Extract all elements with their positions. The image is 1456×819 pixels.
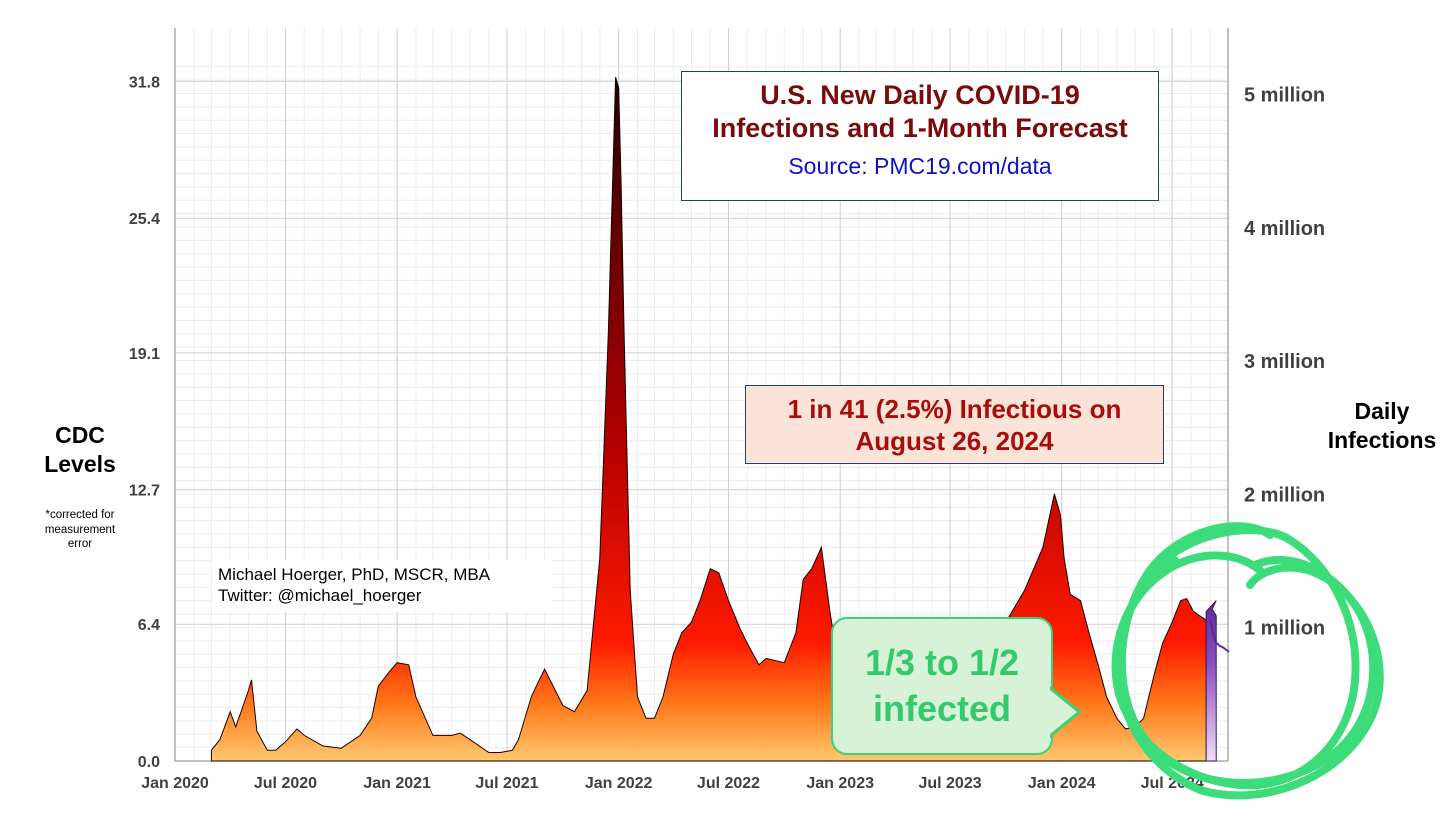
y-left-label-line1: CDC xyxy=(55,422,105,448)
author-credit: Michael Hoerger, PhD, MSCR, MBA Twitter:… xyxy=(218,564,490,606)
x-tick-label: Jan 2021 xyxy=(363,775,431,792)
y-left-footnote: *corrected for measurement error xyxy=(30,508,130,552)
forecast-line xyxy=(1209,619,1230,653)
x-tick-label: Jul 2021 xyxy=(475,775,538,792)
x-tick-label: Jan 2024 xyxy=(1028,775,1096,792)
y-left-tick-label: 25.4 xyxy=(129,211,160,228)
y-left-tick-label: 6.4 xyxy=(138,617,160,634)
author-twitter: Twitter: @michael_hoerger xyxy=(218,586,422,605)
y-right-label-line2: Infections xyxy=(1327,427,1437,453)
footnote-line3: error xyxy=(67,538,93,550)
infections-area xyxy=(210,77,1207,762)
y-right-tick-label: 3 million xyxy=(1244,351,1325,373)
green-annotation-circle xyxy=(1117,522,1378,787)
y-right-tick-label: 5 million xyxy=(1244,85,1325,107)
x-tick-label: Jul 2023 xyxy=(918,775,981,792)
y-left-axis-label: CDC Levels xyxy=(30,421,130,479)
callout-line1: 1/3 to 1/2 xyxy=(864,642,1020,683)
grid xyxy=(174,28,1229,762)
chart-source: Source: PMC19.com/data xyxy=(788,153,1052,179)
y-left-tick-label: 12.7 xyxy=(129,483,160,500)
x-tick-label: Jan 2020 xyxy=(141,775,209,792)
series xyxy=(210,77,1230,762)
footnote-line1: *corrected for xyxy=(45,509,115,521)
infectious-line2: August 26, 2024 xyxy=(855,426,1054,456)
footnote-line2: measurement xyxy=(44,523,116,536)
x-tick-label: Jul 2020 xyxy=(254,775,317,792)
y-left-tick-label: 31.8 xyxy=(129,74,160,91)
x-tick-label: Jan 2023 xyxy=(806,775,874,792)
y-left-label-line2: Levels xyxy=(44,451,116,477)
y-right-tick-label: 4 million xyxy=(1244,218,1325,240)
y-left-tick-label: 0.0 xyxy=(138,754,160,771)
author-name: Michael Hoerger, PhD, MSCR, MBA xyxy=(218,565,491,584)
y-right-label-line1: Daily xyxy=(1354,398,1410,424)
callout-line2: infected xyxy=(872,688,1012,729)
x-tick-label: Jan 2022 xyxy=(585,775,653,792)
y-left-tick-label: 19.1 xyxy=(129,346,160,363)
annotations xyxy=(212,522,1384,800)
infected-callout: 1/3 to 1/2 infected xyxy=(831,617,1053,755)
tick-labels: 0.0 6.4 12.7 19.1 25.4 31.8 1 million 2 million… xyxy=(129,74,1325,792)
forecast-area xyxy=(1205,600,1217,762)
callout-pointer-fill xyxy=(1050,690,1077,734)
green-annotation-circle xyxy=(1111,526,1360,790)
y-right-axis-label: Daily Infections xyxy=(1318,397,1446,455)
x-tick-label: Jul 2022 xyxy=(697,775,760,792)
chart-title-line2: Infections and 1-Month Forecast xyxy=(712,113,1128,143)
infectious-rate-box: 1 in 41 (2.5%) Infectious on August 26, … xyxy=(745,385,1164,464)
author-credit-background xyxy=(212,560,552,612)
chart-title-box: U.S. New Daily COVID-19 Infections and 1… xyxy=(681,71,1159,201)
infectious-line1: 1 in 41 (2.5%) Infectious on xyxy=(787,394,1122,424)
chart-title-line1: U.S. New Daily COVID-19 xyxy=(760,80,1080,110)
y-right-tick-label: 1 million xyxy=(1244,618,1325,640)
y-right-tick-label: 2 million xyxy=(1244,484,1325,506)
